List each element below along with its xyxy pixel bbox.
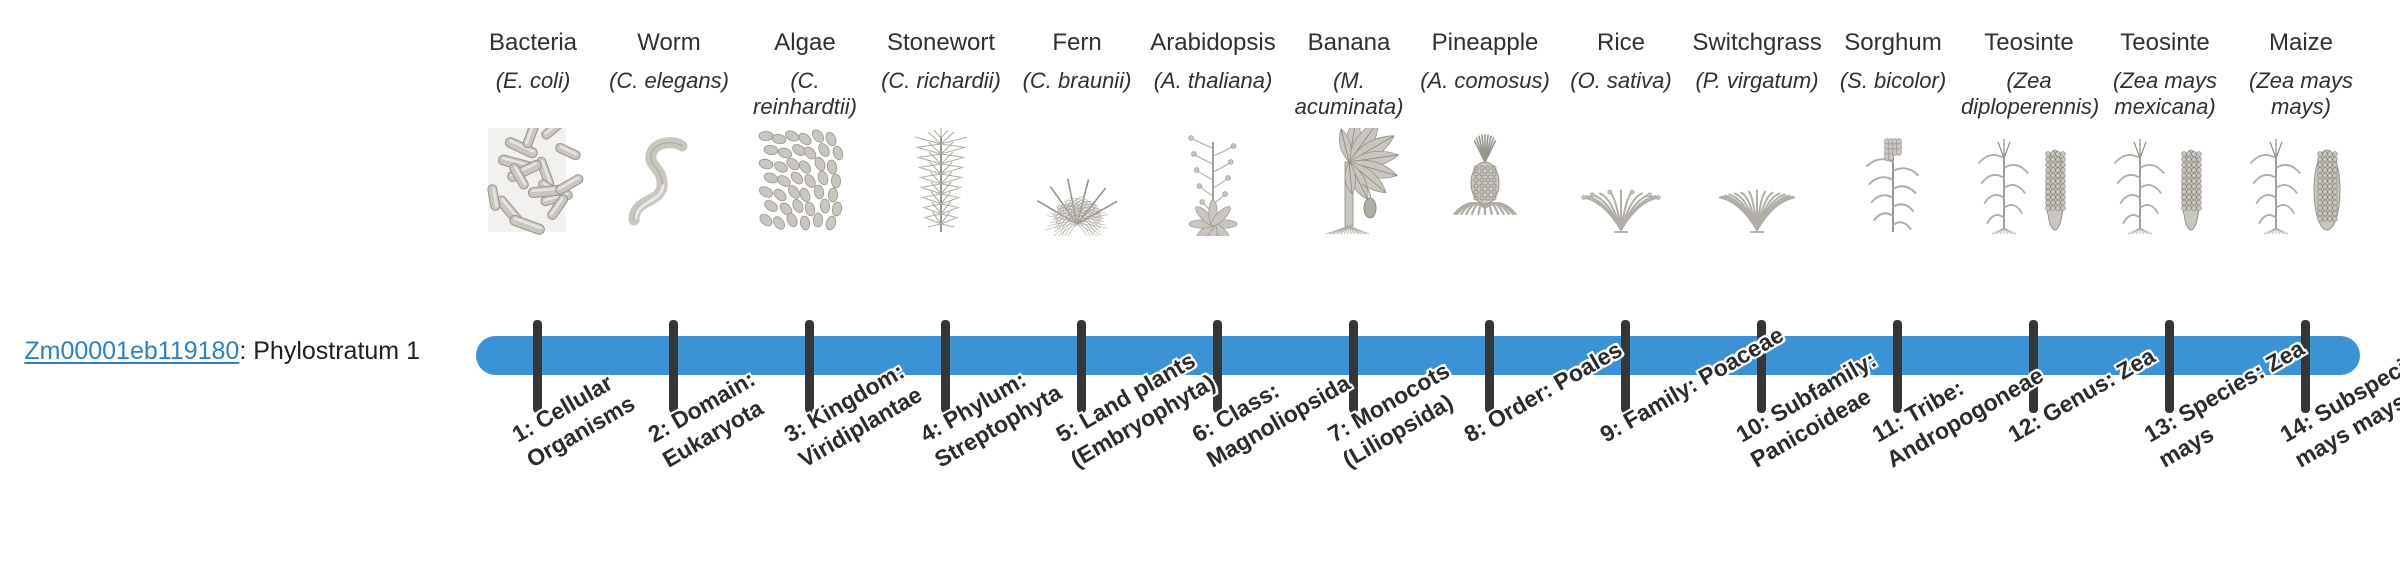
species-scientific-name: (C. reinhardtii) xyxy=(753,68,857,119)
phylostratum-tick[interactable] xyxy=(1893,320,1902,413)
species-scientific-name: (Zea mays mexicana) xyxy=(2113,68,2217,119)
species-column: Banana (M. acuminata) xyxy=(1281,28,1417,236)
species-common-name: Stonewort xyxy=(886,29,996,56)
sorghum-illustration xyxy=(1825,128,1961,236)
species-column: Stonewort (C. richardii) xyxy=(873,28,1009,236)
phylostratum-tick[interactable] xyxy=(2301,320,2310,413)
species-scientific-name: (C. braunii) xyxy=(1022,68,1132,93)
switchgrass-illustration xyxy=(1689,128,1825,236)
species-common-name: Arabidopsis xyxy=(1150,29,1276,56)
rank-number: 4: xyxy=(915,414,947,448)
species-scientific-name: (E. coli) xyxy=(495,68,571,93)
rank-number: 9: xyxy=(1595,414,1627,448)
species-column: Fern (C. braunii) xyxy=(1009,28,1145,236)
bacteria-illustration xyxy=(465,128,601,236)
fern-illustration xyxy=(1009,128,1145,236)
rank-text: Phylum: Streptophyta xyxy=(930,366,1066,473)
species-scientific-name: (Zea mays mays) xyxy=(2249,68,2353,119)
species-common-name: Sorghum xyxy=(1844,29,1942,56)
species-scientific-name: (Zea diploperennis) xyxy=(1961,68,2100,119)
species-common-name: Worm xyxy=(637,29,701,56)
species-scientific-name: (A. thaliana) xyxy=(1153,68,1273,93)
rank-number: 1: xyxy=(507,414,539,448)
species-scientific-name: (C. richardii) xyxy=(881,68,1001,93)
species-common-name: Teosinte xyxy=(2120,29,2210,56)
species-column: Rice (O. sativa) xyxy=(1553,28,1689,236)
species-column: Pineapple (A. comosus) xyxy=(1417,28,1553,236)
species-scientific-name: (P. virgatum) xyxy=(1695,68,1819,93)
species-scientific-name: (S. bicolor) xyxy=(1839,68,1947,93)
banana-illustration xyxy=(1281,128,1417,236)
rank-text: Tribe: Andropogoneae xyxy=(1882,361,2048,473)
species-column: Worm (C. elegans) xyxy=(601,28,737,236)
species-column: Teosinte (Zea diploperennis) xyxy=(1961,28,2100,236)
species-column: Algae (C. reinhardtii) xyxy=(737,28,873,236)
species-column: Switchgrass (P. virgatum) xyxy=(1689,28,1825,236)
phylostratum-tick[interactable] xyxy=(1757,320,1766,413)
species-column: Maize (Zea mays mays) xyxy=(2233,28,2369,236)
species-common-name: Fern xyxy=(1052,29,1102,56)
species-column: Arabidopsis (A. thaliana) xyxy=(1145,28,1281,236)
pineapple-illustration xyxy=(1417,128,1553,236)
rank-number: 8: xyxy=(1459,414,1491,448)
rank-number: 11: xyxy=(1867,408,1909,448)
phylostratum-tick[interactable] xyxy=(2029,320,2038,413)
phylostratum-tick[interactable] xyxy=(533,320,542,413)
phylostratum-tick[interactable] xyxy=(2165,320,2174,413)
stonewort-illustration xyxy=(873,128,1009,236)
worm-illustration xyxy=(601,128,737,236)
rank-number: 10: xyxy=(1731,408,1774,448)
gene-label-separator: : xyxy=(239,337,254,365)
arabidopsis-illustration xyxy=(1145,128,1281,236)
rank-number: 5: xyxy=(1051,414,1083,448)
rank-label: 14: Subspecies: Zea mays mays xyxy=(2275,309,2400,474)
phylostratum-tick[interactable] xyxy=(1485,320,1494,413)
phylostratum-value: Phylostratum 1 xyxy=(253,337,420,365)
species-common-name: Switchgrass xyxy=(1692,29,1822,56)
species-common-name: Pineapple xyxy=(1431,29,1539,56)
species-common-name: Maize xyxy=(2268,29,2334,56)
teosinte-illustration xyxy=(2097,128,2233,236)
rank-number: 7: xyxy=(1323,414,1355,448)
rank-number: 13: xyxy=(2139,408,2182,448)
algae-illustration xyxy=(737,128,873,236)
species-scientific-name: (M. acuminata) xyxy=(1294,68,1404,119)
species-column: Teosinte (Zea mays mexicana) xyxy=(2097,28,2233,236)
rank-number: 2: xyxy=(643,414,675,448)
phylostratum-tick[interactable] xyxy=(941,320,950,413)
rank-number: 14: xyxy=(2275,408,2318,448)
species-scientific-name: (O. sativa) xyxy=(1570,68,1672,93)
species-column: Sorghum (S. bicolor) xyxy=(1825,28,1961,236)
rank-number: 3: xyxy=(779,414,811,448)
species-common-name: Teosinte xyxy=(1984,29,2074,56)
phylostratum-tick[interactable] xyxy=(805,320,814,413)
rice-illustration xyxy=(1553,128,1689,236)
gene-id-link[interactable]: Zm00001eb119180 xyxy=(24,337,240,365)
rank-number: 12: xyxy=(2003,408,2046,448)
gene-phylostratum-label: Zm00001eb119180: Phylostratum 1 xyxy=(0,337,420,366)
species-common-name: Banana xyxy=(1307,29,1391,56)
maize-illustration xyxy=(2233,128,2369,236)
phylostratum-tick[interactable] xyxy=(1621,320,1630,413)
species-common-name: Algae xyxy=(774,29,836,56)
phylostratum-tick[interactable] xyxy=(1077,320,1086,413)
phylostratum-tick[interactable] xyxy=(1213,320,1222,413)
species-scientific-name: (C. elegans) xyxy=(609,68,729,93)
phylostratum-bar xyxy=(476,336,2360,375)
teosinte-illustration xyxy=(1961,128,2097,236)
species-scientific-name: (A. comosus) xyxy=(1420,68,1550,93)
species-column: Bacteria (E. coli) xyxy=(465,28,601,236)
phylostratum-tick[interactable] xyxy=(669,320,678,413)
phylostratum-tick[interactable] xyxy=(1349,320,1358,413)
species-common-name: Rice xyxy=(1596,29,1645,56)
species-common-name: Bacteria xyxy=(488,29,578,56)
rank-number: 6: xyxy=(1187,414,1219,448)
rank-text: Class: Magnoliopsida xyxy=(1202,369,1355,473)
